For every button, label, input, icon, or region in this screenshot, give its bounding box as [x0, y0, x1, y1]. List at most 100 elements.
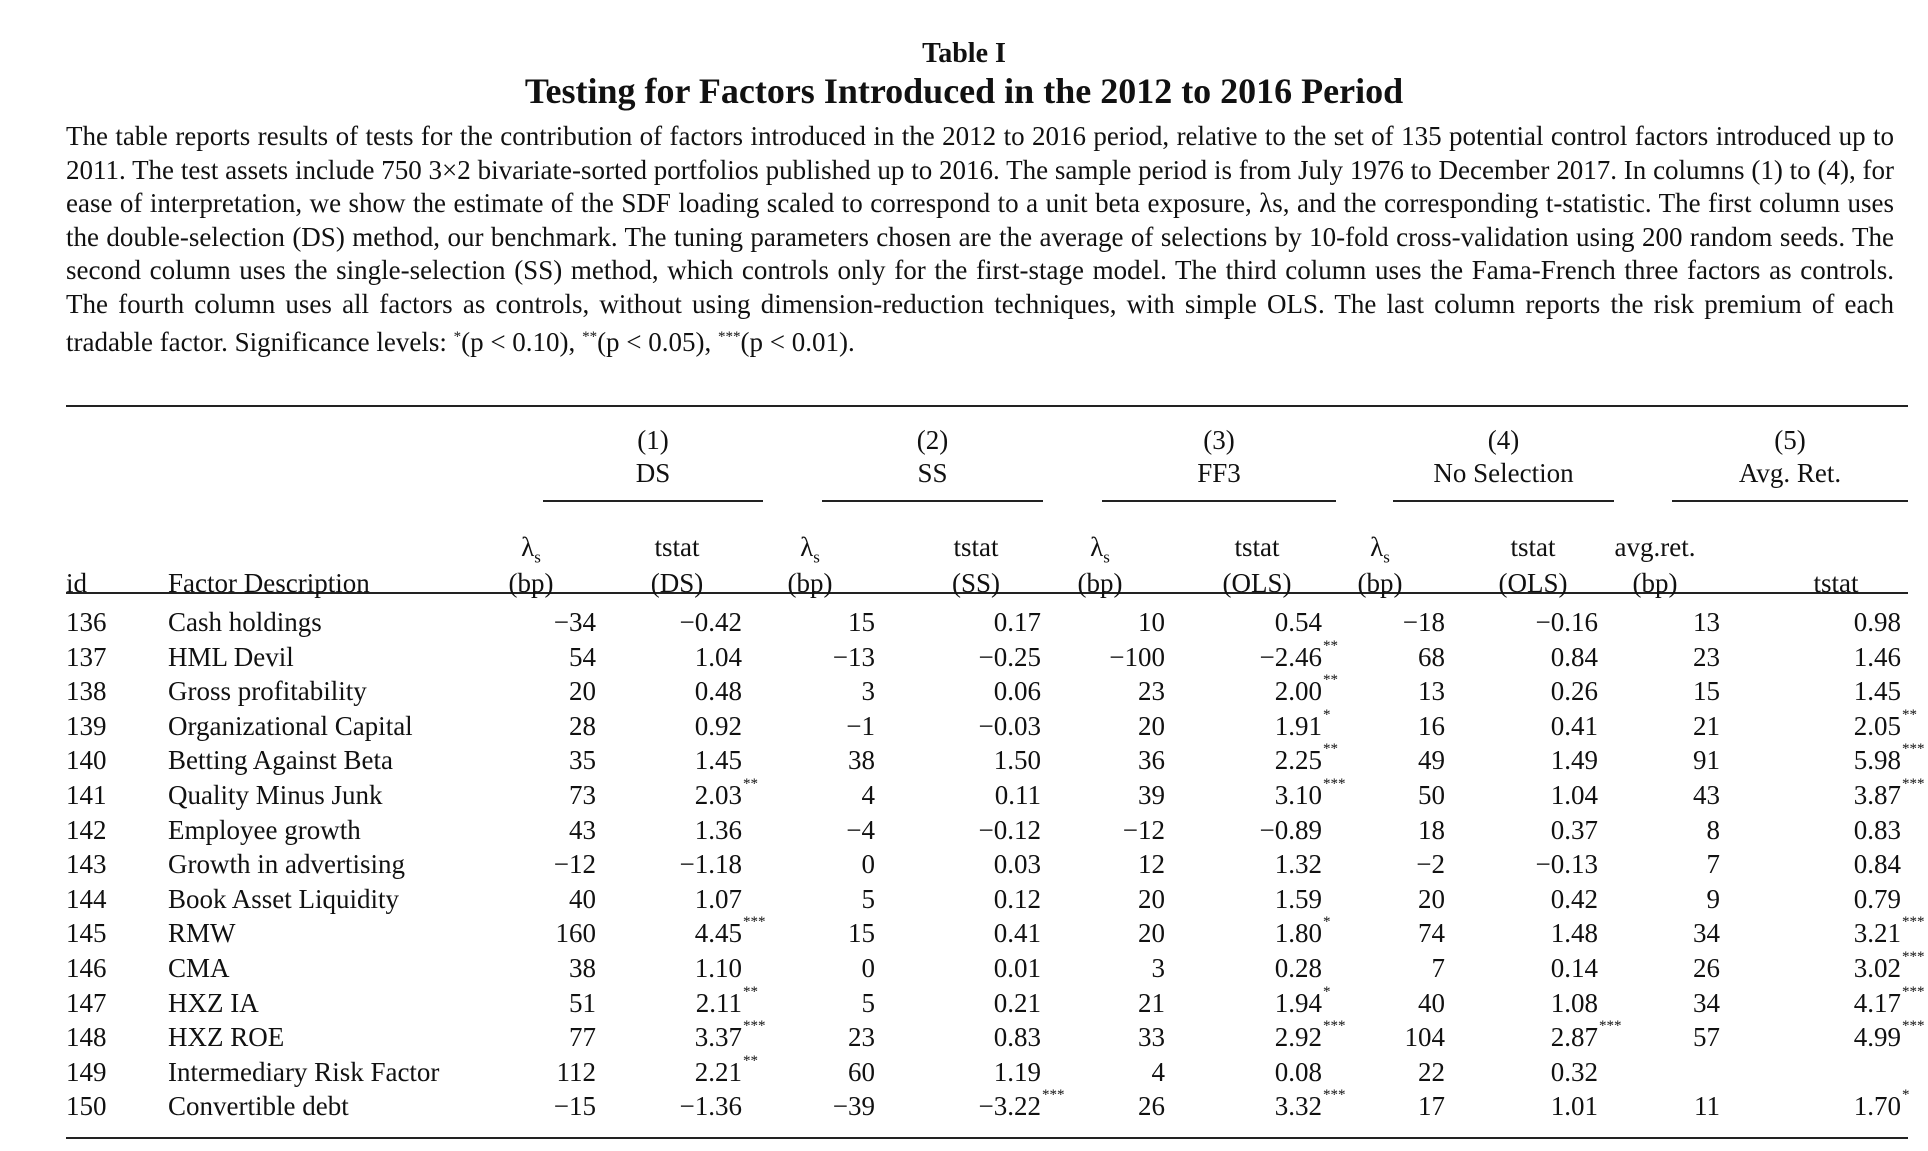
column-header-bottom: (OLS) — [1222, 568, 1292, 598]
table-cell: 5.98 — [1853, 745, 1901, 776]
table-cell: 20 — [1138, 918, 1165, 949]
row-description: HXZ IA — [168, 987, 259, 1018]
table-cell: 38 — [569, 953, 596, 983]
table-cell: 1.49 — [1550, 745, 1598, 776]
description-header: Factor Description — [168, 568, 370, 598]
table-cell: 0.12 — [993, 883, 1041, 914]
table-cell: 5 — [861, 987, 876, 1018]
table-cell: −0.12 — [978, 814, 1041, 845]
table-cell: 36 — [1138, 745, 1165, 776]
table-cell: 0.41 — [993, 918, 1041, 949]
table-cell: 1.01 — [1550, 1091, 1598, 1122]
table-cell: 18 — [1418, 814, 1445, 845]
table-cell: 34 — [1693, 918, 1720, 949]
table-cell: 1.04 — [694, 641, 742, 672]
table-cell: 1.46 — [1853, 641, 1901, 672]
significance-mark: *** — [743, 914, 766, 931]
row-description: Convertible debt — [168, 1091, 349, 1122]
table-bottom-rule — [66, 1137, 1908, 1139]
table-cell: 73 — [569, 780, 596, 810]
table-cell: 0.37 — [1550, 814, 1598, 845]
table-cell: −0.13 — [1535, 849, 1598, 880]
sig-text-2: (p < 0.05), — [597, 327, 719, 357]
table-cell: 0.28 — [1274, 953, 1322, 983]
significance-mark: ** — [1323, 741, 1338, 758]
column-header-top: tstat — [1234, 532, 1280, 562]
table-cell: 20 — [1138, 710, 1165, 741]
table-cell: 2.92 — [1274, 1022, 1322, 1053]
table-title: Testing for Factors Introduced in the 20… — [524, 71, 1404, 111]
table-cell: 0.83 — [993, 1022, 1041, 1053]
row-description: HML Devil — [168, 641, 294, 672]
row-id: 142 — [66, 814, 107, 845]
table-cell: 3.21 — [1853, 918, 1901, 949]
group-name: FF3 — [1197, 458, 1241, 488]
group-name: DS — [635, 458, 671, 488]
significance-mark: *** — [1599, 1018, 1622, 1035]
table-cell: 7 — [1431, 953, 1446, 983]
significance-mark: ** — [743, 983, 758, 1000]
column-header-bottom: (DS) — [650, 568, 704, 598]
group-underline — [822, 500, 1043, 502]
significance-mark: ** — [743, 1052, 758, 1069]
sig-text-1: (p < 0.10), — [461, 327, 583, 357]
group-name: Avg. Ret. — [1738, 458, 1842, 488]
group-number: (2) — [916, 425, 949, 455]
column-header-top: λs — [521, 532, 541, 567]
table-cell: 1.80 — [1274, 918, 1322, 949]
table-cell: 1.07 — [694, 883, 742, 914]
significance-mark: * — [1323, 914, 1331, 931]
column-header-bottom: (bp) — [1357, 568, 1403, 598]
table-cell: 2.00 — [1274, 676, 1322, 707]
table-cell: −0.89 — [1259, 814, 1322, 845]
table-cell: 1.32 — [1274, 849, 1322, 880]
table-cell: 39 — [1138, 780, 1165, 810]
significance-mark: *** — [1902, 776, 1925, 792]
table-cell: −2.46 — [1259, 641, 1322, 672]
subscript-s: s — [1383, 547, 1390, 567]
table-cell: 1.50 — [993, 745, 1041, 776]
row-id: 143 — [66, 849, 107, 880]
column-header-top: λs — [1090, 532, 1110, 567]
significance-mark: ** — [1323, 672, 1338, 689]
table-cell: 17 — [1418, 1091, 1445, 1122]
table-cell: 0.06 — [993, 676, 1041, 707]
table-cell: 1.48 — [1550, 918, 1598, 949]
row-description: Book Asset Liquidity — [168, 883, 400, 914]
subscript-s: s — [813, 547, 820, 567]
table-caption: The table reports results of tests for t… — [66, 120, 1894, 360]
row-description: CMA — [168, 953, 230, 983]
table-cell: 104 — [1404, 1022, 1446, 1053]
table-cell: 1.45 — [694, 745, 742, 776]
group-name: SS — [917, 458, 948, 488]
row-id: 141 — [66, 780, 107, 810]
table-cell: 23 — [1138, 676, 1165, 707]
id-header: id — [66, 568, 88, 598]
table-cell: 3.02 — [1853, 953, 1901, 983]
table-cell: 9 — [1706, 883, 1721, 914]
table-cell: 0.48 — [694, 676, 742, 707]
table-cell: 22 — [1418, 1056, 1445, 1087]
group-underline — [1672, 500, 1908, 502]
table-cell: 35 — [569, 745, 596, 776]
table-header-rule — [66, 592, 1908, 594]
significance-mark: *** — [743, 1018, 766, 1035]
significance-mark: * — [1902, 1087, 1910, 1104]
table-label: Table I — [922, 38, 1006, 69]
table-cell: 15 — [848, 918, 875, 949]
row-id: 144 — [66, 883, 107, 914]
table-cell: 15 — [848, 607, 875, 637]
table-cell: 20 — [1138, 883, 1165, 914]
row-id: 147 — [66, 987, 107, 1018]
row-id: 149 — [66, 1056, 107, 1087]
row-id: 146 — [66, 953, 107, 983]
group-underline — [1393, 500, 1614, 502]
significance-mark: *** — [1323, 1087, 1346, 1104]
table-cell: 1.45 — [1853, 676, 1901, 707]
table-cell: 1.94 — [1274, 987, 1322, 1018]
table-cell: 3 — [1151, 953, 1166, 983]
group-underline — [1102, 500, 1336, 502]
group-name: No Selection — [1433, 458, 1574, 488]
row-description: Organizational Capital — [168, 710, 413, 741]
